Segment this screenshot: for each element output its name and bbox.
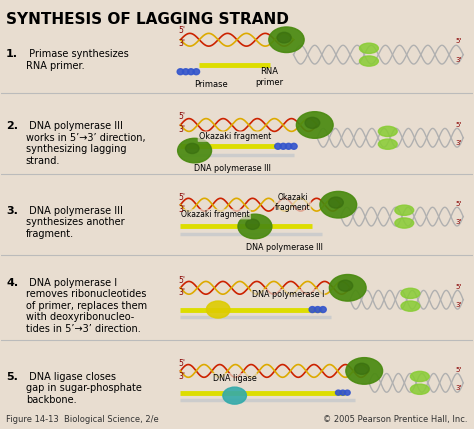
Ellipse shape: [206, 301, 230, 318]
Ellipse shape: [395, 205, 414, 215]
Text: DNA polymerase I: DNA polymerase I: [252, 290, 324, 299]
Ellipse shape: [328, 197, 343, 208]
Ellipse shape: [355, 363, 369, 375]
Text: RNA
primer: RNA primer: [255, 67, 283, 87]
Ellipse shape: [401, 301, 420, 311]
Text: 4.: 4.: [6, 278, 18, 287]
Ellipse shape: [185, 143, 199, 154]
Text: DNA polymerase I
removes ribonucleotides
of primer, replaces them
with deoxyribo: DNA polymerase I removes ribonucleotides…: [26, 278, 147, 334]
Circle shape: [336, 390, 341, 395]
Text: 1.: 1.: [6, 49, 18, 59]
Text: Okazaki
fragment: Okazaki fragment: [275, 193, 310, 212]
Text: 3': 3': [178, 125, 185, 134]
Text: 3': 3': [455, 219, 462, 225]
Text: 5': 5': [178, 112, 185, 121]
Circle shape: [193, 69, 200, 75]
Text: 3': 3': [455, 385, 462, 391]
Text: 5': 5': [455, 38, 461, 44]
Circle shape: [340, 390, 346, 395]
Text: 3': 3': [455, 57, 462, 63]
Ellipse shape: [338, 280, 353, 291]
Circle shape: [345, 390, 350, 395]
Circle shape: [182, 69, 189, 75]
Circle shape: [188, 69, 194, 75]
Text: 5': 5': [455, 284, 461, 290]
Text: DNA polymerase III
works in 5’→3’ direction,
synthesizing lagging
strand.: DNA polymerase III works in 5’→3’ direct…: [26, 121, 146, 166]
Text: 3': 3': [178, 205, 185, 214]
Text: SYNTHESIS OF LAGGING STRAND: SYNTHESIS OF LAGGING STRAND: [6, 12, 289, 27]
Ellipse shape: [269, 27, 304, 52]
Circle shape: [291, 143, 297, 149]
Text: 3': 3': [455, 140, 462, 146]
Text: 3.: 3.: [6, 205, 18, 215]
Text: DNA ligase closes
gap in sugar-phosphate
backbone.: DNA ligase closes gap in sugar-phosphate…: [26, 372, 142, 405]
Text: 5.: 5.: [6, 372, 18, 382]
Circle shape: [319, 307, 326, 313]
Ellipse shape: [296, 112, 333, 138]
Text: © 2005 Pearson Prentice Hall, Inc.: © 2005 Pearson Prentice Hall, Inc.: [323, 415, 468, 424]
Text: 5': 5': [178, 276, 185, 285]
Text: 5': 5': [178, 359, 185, 368]
Ellipse shape: [410, 384, 429, 394]
Text: Okazaki fragment: Okazaki fragment: [182, 210, 250, 219]
Circle shape: [275, 143, 281, 149]
Ellipse shape: [238, 214, 272, 239]
Text: 3': 3': [178, 288, 185, 297]
Ellipse shape: [378, 126, 397, 136]
Ellipse shape: [378, 139, 397, 149]
Ellipse shape: [305, 117, 320, 128]
Ellipse shape: [359, 43, 378, 53]
Text: DNA ligase: DNA ligase: [213, 374, 256, 383]
Text: DNA polymerase III
synthesizes another
fragment.: DNA polymerase III synthesizes another f…: [26, 205, 125, 239]
Text: Okazaki fragment: Okazaki fragment: [199, 132, 271, 141]
Text: 3': 3': [178, 39, 185, 48]
Text: 3': 3': [455, 302, 462, 308]
Ellipse shape: [320, 191, 357, 218]
Ellipse shape: [395, 218, 414, 228]
Text: 5': 5': [455, 122, 461, 128]
Text: 5': 5': [178, 26, 185, 35]
Circle shape: [314, 307, 321, 313]
Text: 3': 3': [178, 372, 185, 381]
Ellipse shape: [359, 56, 378, 66]
Circle shape: [280, 143, 287, 149]
Circle shape: [177, 69, 184, 75]
Ellipse shape: [178, 138, 211, 163]
Text: 2.: 2.: [6, 121, 18, 131]
Text: DNA polymerase III: DNA polymerase III: [246, 243, 323, 252]
Text: 5': 5': [178, 193, 185, 202]
Text: 5': 5': [455, 367, 461, 373]
Text: Primase: Primase: [194, 81, 228, 90]
Circle shape: [285, 143, 292, 149]
Text: 5': 5': [455, 201, 461, 207]
Ellipse shape: [246, 219, 259, 230]
Text: DNA polymerase III: DNA polymerase III: [194, 164, 271, 173]
Circle shape: [309, 307, 316, 313]
Text: Primase synthesizes
RNA primer.: Primase synthesizes RNA primer.: [26, 49, 128, 71]
Ellipse shape: [401, 288, 420, 299]
Ellipse shape: [223, 387, 246, 404]
Ellipse shape: [410, 372, 429, 381]
Ellipse shape: [277, 32, 291, 43]
Ellipse shape: [329, 275, 366, 301]
Ellipse shape: [346, 358, 383, 384]
Text: Figure 14-13  Biological Science, 2/e: Figure 14-13 Biological Science, 2/e: [6, 415, 159, 424]
